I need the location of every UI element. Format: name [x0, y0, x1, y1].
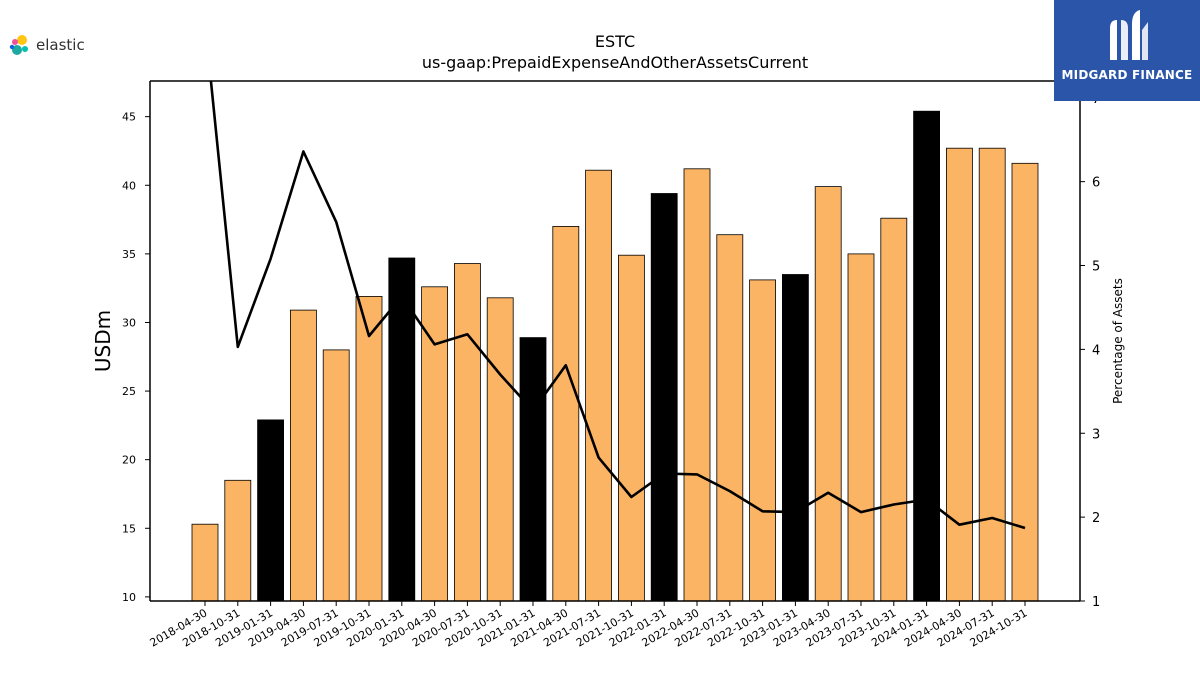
bar-2019-10-31 — [355, 295, 383, 602]
midgard-logo-text: MIDGARD FINANCE — [1061, 68, 1193, 82]
bar-2021-01-31 — [519, 337, 547, 602]
y2-axis-label: Percentage of Assets — [1111, 278, 1125, 404]
bar-2023-07-31 — [847, 253, 875, 602]
y2-tick-label: 1 — [1092, 595, 1100, 610]
bar-2020-10-31 — [486, 297, 514, 602]
y-tick-label: 40 — [122, 179, 136, 192]
bar-2019-07-31 — [322, 349, 350, 602]
bar-2022-07-31 — [716, 234, 744, 602]
y-tick-label: 20 — [122, 454, 136, 467]
bar-2021-04-30 — [552, 225, 580, 602]
y-tick-label: 45 — [122, 111, 136, 124]
bar-2024-07-31 — [978, 147, 1006, 602]
y2-tick-label: 2 — [1092, 511, 1100, 526]
y2-tick-label: 5 — [1092, 260, 1100, 275]
bar-2019-04-30 — [289, 309, 317, 602]
y-tick-label: 15 — [122, 522, 136, 535]
percentage-line — [209, 81, 1026, 530]
bar-2022-01-31 — [650, 193, 678, 602]
y-axis-ticks: 10 15 20 25 30 35 40 45 — [122, 111, 150, 604]
bar-2024-10-31 — [1011, 162, 1039, 602]
bar-group — [191, 110, 1039, 602]
elastic-icon — [9, 35, 28, 55]
bar-2018-10-31 — [224, 479, 252, 602]
y2-tick-label: 4 — [1092, 343, 1100, 358]
bar-2023-04-30 — [814, 186, 842, 602]
y-tick-label: 35 — [122, 248, 136, 261]
elastic-logo: elastic — [8, 32, 85, 58]
x-axis-ticks: 2018-04-302018-10-312019-01-312019-04-30… — [148, 601, 1030, 650]
bar-2024-04-30 — [946, 147, 973, 602]
bar-2024-01-31 — [913, 110, 940, 602]
midgard-finance-logo: MIDGARD FINANCE — [1054, 0, 1200, 101]
bar-2023-10-31 — [880, 217, 908, 602]
bar-2021-07-31 — [585, 169, 612, 602]
axes — [149, 80, 1081, 602]
y2-axis-ticks: 1234567 — [1080, 92, 1100, 610]
chart-subtitle: us-gaap:PrepaidExpenseAndOtherAssetsCurr… — [421, 53, 809, 72]
bar-2022-04-30 — [683, 168, 711, 602]
bar-2019-01-31 — [257, 419, 285, 602]
y-tick-label: 25 — [122, 385, 136, 398]
y2-tick-label: 3 — [1092, 427, 1100, 442]
y-tick-label: 10 — [122, 591, 136, 604]
midgard-icon — [1110, 10, 1148, 60]
y2-tick-label: 6 — [1092, 176, 1100, 191]
bar-2021-10-31 — [618, 254, 645, 602]
bar-2020-04-30 — [421, 286, 449, 602]
bar-2018-04-30 — [191, 523, 219, 602]
chart-title: ESTC — [594, 32, 636, 51]
bar-2023-01-31 — [782, 274, 809, 602]
line-group — [209, 81, 1026, 530]
y-axis-label: USDm — [91, 310, 115, 372]
bar-2022-10-31 — [749, 279, 776, 602]
bar-2020-07-31 — [453, 263, 481, 602]
elastic-logo-text: elastic — [36, 36, 85, 54]
y-tick-label: 30 — [122, 316, 136, 329]
